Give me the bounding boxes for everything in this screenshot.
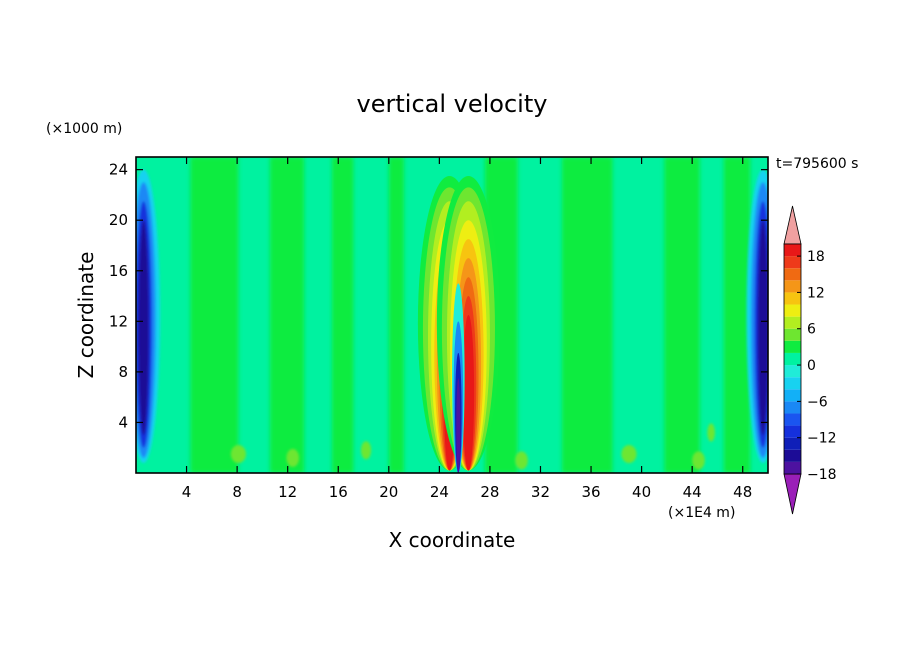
band-positive [561, 157, 613, 473]
colorbar-box [784, 437, 801, 450]
x-tick-label: 48 [733, 483, 752, 501]
colorbar-frame [783, 243, 802, 475]
colorbar-box [784, 461, 801, 474]
central-updrafts [417, 175, 501, 473]
y-tick-label: 16 [109, 262, 128, 280]
streak [692, 451, 705, 470]
y-tick-label: 8 [118, 363, 128, 381]
colorbar-tick-label: −6 [807, 394, 828, 410]
heatmap-field [136, 157, 768, 473]
colorbar-box [784, 365, 801, 378]
band-positive [331, 157, 354, 473]
y-ticks: 4 8 12 16 20 24 [109, 161, 768, 431]
wall-contour [757, 220, 768, 436]
colorbar-tick-label: −18 [807, 467, 837, 483]
x-tick-label: 16 [329, 483, 348, 501]
x-unit-label: (×1E4 m) [668, 505, 735, 521]
colorbar-box [784, 425, 801, 438]
x-ticks: 4 8 12 16 20 24 28 32 36 40 44 48 [182, 157, 752, 501]
updraft-contour [462, 315, 475, 471]
y-tick-label: 12 [109, 312, 128, 330]
streak [515, 451, 528, 470]
y-tick-label: 4 [118, 413, 128, 431]
colorbar-tick-label: 18 [807, 249, 825, 265]
streak [286, 448, 300, 467]
y-unit-label: (×1000 m) [46, 121, 122, 137]
x-tick-label: 4 [182, 483, 192, 501]
y-tick-label: 24 [109, 161, 128, 179]
downdraft-contour [456, 378, 461, 473]
wall-contour [138, 220, 149, 436]
colorbar-box [784, 413, 801, 426]
time-label: t=795600 s [776, 156, 858, 172]
colorbar-arrow-max [783, 205, 802, 245]
surface-streaks [230, 423, 715, 470]
y-axis-label: Z coordinate [74, 252, 98, 379]
streak [360, 441, 372, 460]
x-tick-label: 32 [531, 483, 550, 501]
colorbar-box [784, 244, 801, 257]
colorbar-box [784, 449, 801, 462]
plot-frame [135, 156, 769, 474]
streak [621, 445, 637, 464]
colorbar-tick-label: 6 [807, 322, 816, 338]
colorbar-box [784, 268, 801, 281]
streak [707, 423, 715, 442]
band-positive [269, 157, 305, 473]
band-positive [723, 157, 751, 473]
colorbar-tick-label: 0 [807, 358, 816, 374]
x-axis-label: X coordinate [389, 528, 516, 552]
band-positive [388, 157, 404, 473]
colorbar-box [784, 401, 801, 414]
x-tick-label: 8 [232, 483, 242, 501]
colorbar-arrow-min [783, 473, 802, 515]
chart-title: vertical velocity [357, 90, 548, 118]
x-tick-label: 36 [581, 483, 600, 501]
colorbar-tick-label: −12 [807, 431, 837, 447]
colorbar-box [784, 389, 801, 402]
x-tick-label: 24 [430, 483, 449, 501]
positive-bands [190, 157, 751, 473]
x-tick-label: 28 [480, 483, 499, 501]
colorbar-box [784, 352, 801, 366]
x-tick-label: 44 [683, 483, 702, 501]
colorbar-box [784, 256, 801, 269]
band-positive [664, 157, 700, 473]
colorbar-box [784, 340, 801, 353]
x-tick-label: 40 [632, 483, 651, 501]
colorbar-box [784, 316, 801, 329]
colorbar-tick-label: 12 [807, 285, 825, 301]
band-positive [190, 157, 239, 473]
colorbar: 18 12 6 0 −6 −12 −18 [783, 205, 837, 515]
colorbar-box [784, 328, 801, 341]
colorbar-box [784, 304, 801, 317]
streak [230, 445, 246, 464]
colorbar-box [784, 377, 801, 390]
colorbar-box [784, 280, 801, 293]
colorbar-box [784, 292, 801, 305]
boundary-downdrafts [136, 169, 768, 463]
x-tick-label: 12 [278, 483, 297, 501]
y-tick-label: 20 [109, 211, 128, 229]
x-tick-label: 20 [379, 483, 398, 501]
